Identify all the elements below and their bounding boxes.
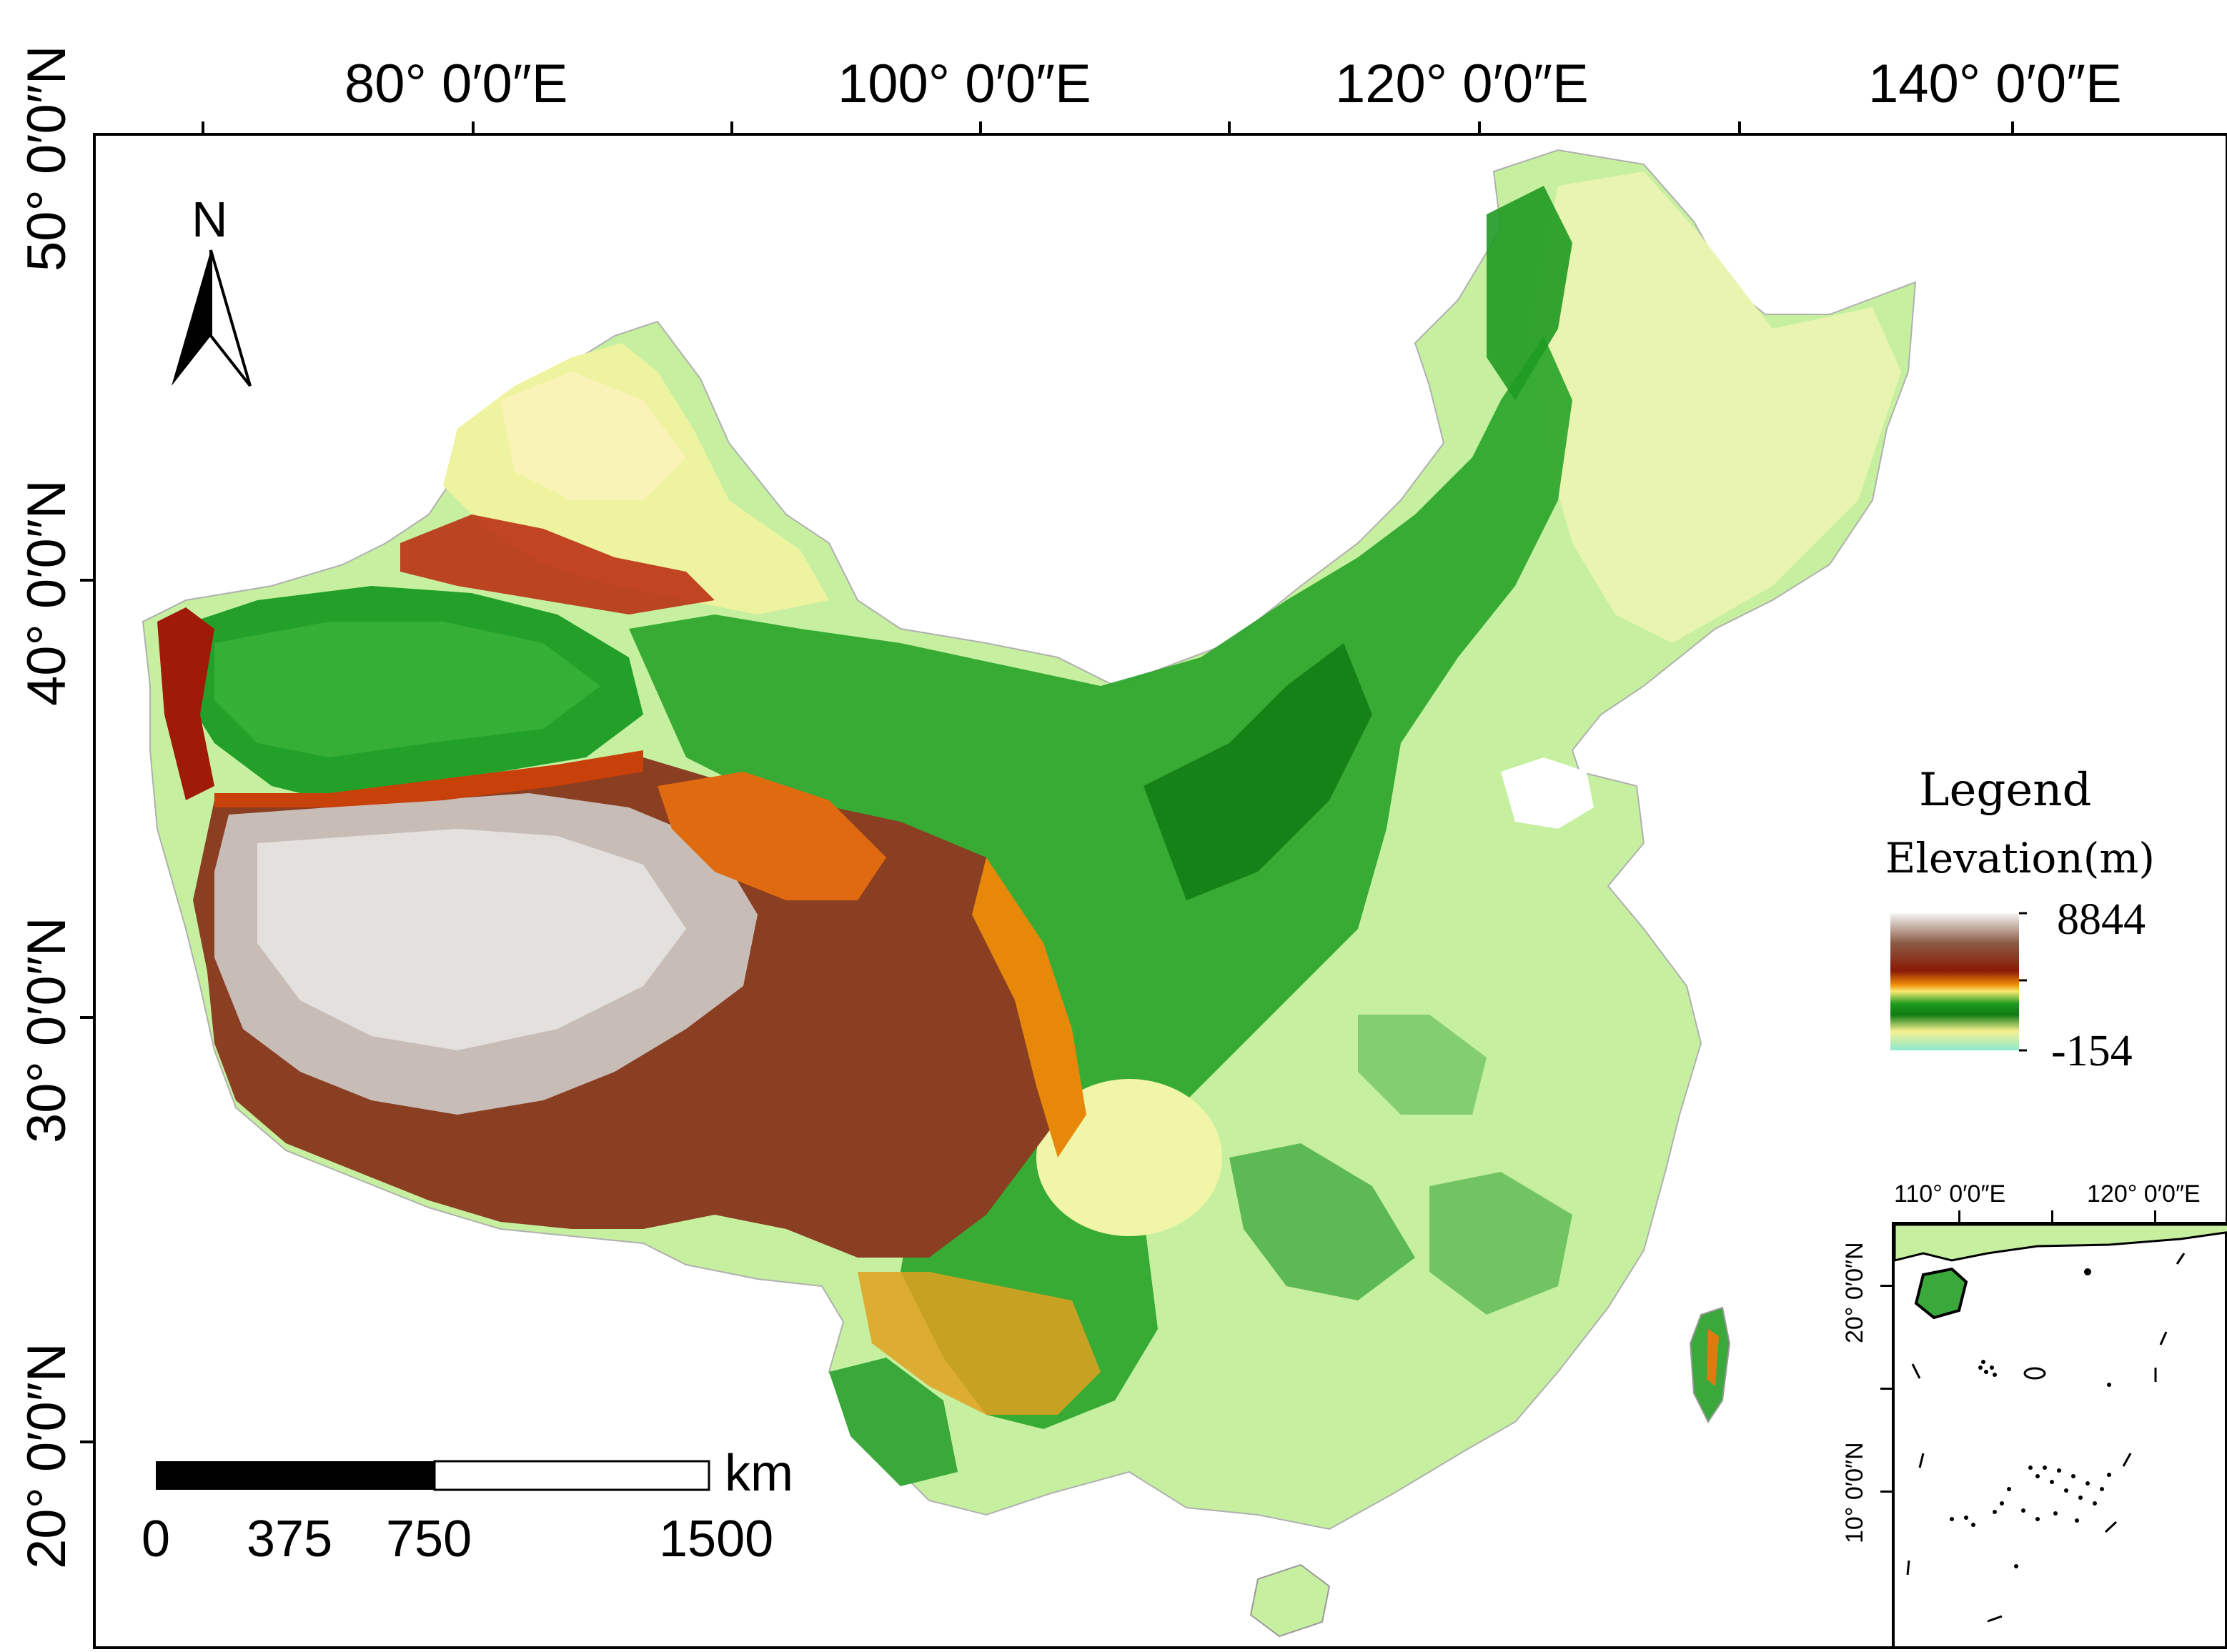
- bohai-sea: [1501, 757, 1594, 829]
- longitude-label-140e: 140° 0′0″E: [1868, 54, 2122, 114]
- tick-left: [80, 579, 93, 582]
- longitude-label-80e: 80° 0′0″E: [344, 54, 568, 114]
- map-frame: [93, 133, 2227, 1649]
- tick-left: [80, 1440, 93, 1443]
- yunnan-plateau: [858, 1272, 1101, 1415]
- legend-title: Legend: [1919, 764, 2092, 817]
- legend-max-value: 8844: [2057, 895, 2146, 944]
- hainan-island: [1249, 1563, 1331, 1638]
- tick-top: [1478, 121, 1481, 134]
- tick-top: [202, 121, 204, 134]
- tick-top: [730, 121, 733, 134]
- inset-tick-left: [1880, 1491, 1892, 1493]
- legend-color-ramp: [1890, 913, 2019, 1050]
- longitude-label-120e: 120° 0′0″E: [1335, 54, 1589, 114]
- qaidam-basin: [658, 772, 886, 900]
- north-label: N: [192, 191, 228, 247]
- inset-tick-left: [1880, 1285, 1892, 1287]
- legend-min-value: -154: [2051, 1027, 2133, 1075]
- pamir-rim: [157, 607, 214, 800]
- inset-map: [1895, 1225, 2227, 1623]
- tick-left: [80, 1016, 93, 1019]
- inset-tick-top: [2154, 1210, 2156, 1222]
- tick-top: [2011, 121, 2014, 134]
- inset-longitude-label-120e: 120° 0′0″E: [2087, 1180, 2201, 1208]
- scale-label-750: 750: [386, 1511, 472, 1568]
- scale-label-375: 375: [247, 1511, 333, 1568]
- northeast-plain: [1529, 171, 1901, 643]
- inset-tick-top: [2051, 1210, 2053, 1222]
- greater-khingan: [1487, 186, 1572, 400]
- scale-label-1500: 1500: [659, 1511, 774, 1568]
- scale-bar: [156, 1460, 710, 1491]
- inset-tick-left: [1880, 1388, 1892, 1390]
- south-china-sea-inset: [1892, 1222, 2227, 1649]
- tick-top: [1228, 121, 1231, 134]
- scale-label-0: 0: [142, 1511, 171, 1568]
- inset-longitude-label-110e: 110° 0′0″E: [1894, 1180, 2006, 1208]
- inset-latitude-label-20n: 20° 0′0″N: [1841, 1242, 1868, 1343]
- inset-latitude-label-10n: 10° 0′0″N: [1841, 1442, 1868, 1543]
- dark-green-ridge: [1144, 643, 1372, 900]
- tick-top: [472, 121, 475, 134]
- inset-tick-top: [1958, 1210, 1960, 1222]
- scale-unit: km: [725, 1445, 793, 1502]
- tick-top: [1738, 121, 1741, 134]
- north-arrow-icon: [172, 249, 252, 387]
- tick-top: [979, 121, 982, 134]
- green-belt: [629, 336, 1572, 1429]
- longitude-label-100e: 100° 0′0″E: [838, 54, 1091, 114]
- legend-subtitle: Elevation(m): [1885, 834, 2155, 882]
